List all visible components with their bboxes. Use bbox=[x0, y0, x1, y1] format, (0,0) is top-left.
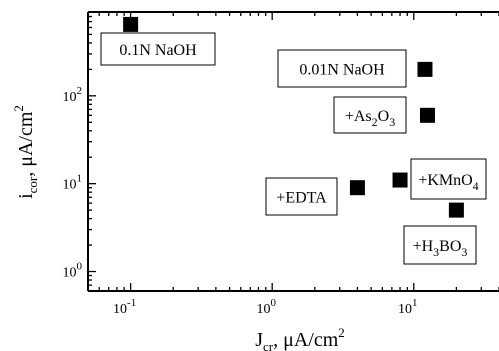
annotation-label: 0.01N NaOH bbox=[299, 62, 385, 79]
x-tick-label: 10-1 bbox=[113, 297, 136, 317]
annotation-as2o3: +As2O3 bbox=[333, 96, 407, 134]
axis-titles: Jcr, μA/cm2 icor, μA/cm2 bbox=[11, 105, 345, 351]
y-tick-label: 100 bbox=[63, 261, 83, 281]
annotation-label: +EDTA bbox=[276, 190, 327, 207]
axis-ticks: 10-1 100 101 100 101 102 bbox=[63, 11, 499, 317]
x-axis-title: Jcr, μA/cm2 bbox=[255, 325, 345, 351]
annotation-box bbox=[100, 32, 216, 66]
annotation-kmno4: +KMnO4 bbox=[410, 158, 487, 200]
annotation-naoh-01: 0.1N NaOH bbox=[100, 32, 216, 66]
annotation-label: +As2O3 bbox=[345, 108, 395, 129]
data-point-5 bbox=[392, 172, 408, 188]
data-point-6 bbox=[448, 202, 464, 218]
annotation-edta: +EDTA bbox=[265, 177, 338, 216]
x-tick-label: 100 bbox=[256, 297, 276, 317]
y-tick-label: 101 bbox=[63, 173, 83, 193]
annotation-naoh-001: 0.01N NaOH bbox=[277, 49, 407, 88]
y-axis-title: icor, μA/cm2 bbox=[11, 105, 40, 199]
annotation-h3bo3: +H3BO3 bbox=[403, 225, 477, 265]
data-points bbox=[123, 16, 464, 218]
annotation-box bbox=[265, 177, 338, 216]
annotation-label: +H3BO3 bbox=[413, 238, 468, 259]
annotation-box bbox=[277, 49, 407, 88]
data-point-4 bbox=[349, 180, 365, 196]
data-point-1 bbox=[123, 16, 139, 32]
point-annotations: 0.1N NaOH 0.01N NaOH +As2O3 +KMnO4 +EDTA +H3B… bbox=[100, 32, 487, 265]
annotation-box bbox=[403, 225, 477, 265]
data-point-3 bbox=[419, 107, 435, 123]
annotation-box bbox=[410, 158, 487, 200]
y-tick-label: 102 bbox=[63, 85, 83, 105]
annotation-box bbox=[333, 96, 407, 134]
data-point-2 bbox=[417, 61, 433, 77]
annotation-label: 0.1N NaOH bbox=[119, 42, 197, 59]
x-tick-label: 101 bbox=[398, 297, 418, 317]
annotation-label: +KMnO4 bbox=[418, 172, 478, 193]
